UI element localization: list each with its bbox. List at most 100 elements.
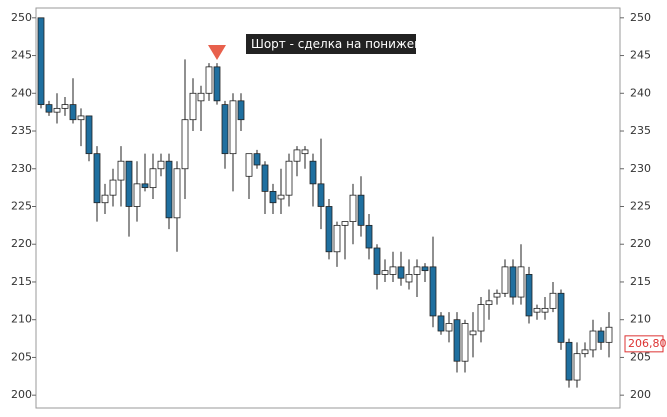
candle-body: [221, 104, 229, 155]
y2-tick-label: 200: [630, 388, 651, 401]
y-tick-label: 200: [11, 388, 32, 401]
candle-body: [261, 164, 269, 192]
candle-body: [485, 300, 493, 306]
candle-body: [237, 100, 245, 121]
candle-body: [453, 319, 461, 362]
candle-body: [157, 160, 165, 170]
candle-body: [333, 224, 341, 253]
candle-body: [541, 307, 549, 313]
candle-body: [205, 66, 213, 94]
candle-body: [461, 323, 469, 362]
candle-body: [589, 330, 597, 351]
y-tick-label: 205: [11, 350, 32, 363]
candle-body: [245, 153, 253, 177]
tooltip-text: Шорт - сделка на понижение: [251, 37, 437, 51]
candle-body: [517, 266, 525, 298]
candle-body: [149, 168, 157, 189]
candle-body: [373, 247, 381, 275]
candle-body: [445, 323, 453, 332]
y-tick-label: 210: [11, 313, 32, 326]
short-signal-marker: [208, 45, 226, 60]
candle-body: [253, 153, 261, 166]
candle-body: [317, 183, 325, 207]
candle-body: [421, 266, 429, 272]
candle-body: [117, 160, 125, 181]
candle-body: [325, 206, 333, 253]
y2-tick-label: 225: [630, 199, 651, 212]
candle-body: [509, 266, 517, 298]
y-tick-label: 240: [11, 86, 32, 99]
y2-tick-label: 220: [630, 237, 651, 250]
y-tick-label: 215: [11, 275, 32, 288]
candle-body: [573, 353, 581, 381]
candle-body: [389, 266, 397, 275]
candle-body: [125, 160, 133, 207]
candle-body: [501, 266, 509, 294]
candle-body: [309, 160, 317, 185]
candle-body: [477, 304, 485, 332]
last-price-box: [624, 335, 664, 353]
candle-body: [429, 266, 437, 317]
y2-tick-label: 210: [630, 313, 651, 326]
candle-body: [93, 153, 101, 204]
tooltip-box: [246, 34, 416, 54]
y2-tick-label: 235: [630, 124, 651, 137]
candle-body: [85, 115, 93, 155]
last-price-label: 206,80: [628, 337, 667, 350]
candle-body: [413, 266, 421, 275]
candle-body: [45, 104, 53, 113]
candle-body: [181, 119, 189, 170]
candle-body: [381, 270, 389, 275]
y2-tick-label: 240: [630, 86, 651, 99]
candle-body: [341, 221, 349, 226]
candle-body: [301, 149, 309, 155]
candle-body: [61, 104, 69, 109]
y-tick-label: 225: [11, 199, 32, 212]
y-tick-label: 220: [11, 237, 32, 250]
candle-body: [493, 292, 501, 298]
candle-body: [269, 190, 277, 204]
candle-body: [197, 92, 205, 102]
candle-body: [173, 168, 181, 219]
y-tick-label: 245: [11, 49, 32, 62]
candle-body: [77, 115, 85, 121]
candle-body: [189, 92, 197, 121]
candle-body: [605, 326, 613, 343]
candle-body: [357, 194, 365, 226]
candle-body: [549, 292, 557, 309]
candle-body: [533, 307, 541, 313]
y2-tick-label: 245: [630, 49, 651, 62]
candle-body: [213, 66, 221, 102]
candle-body: [141, 183, 149, 189]
y-tick-label: 230: [11, 162, 32, 175]
y-tick-label: 235: [11, 124, 32, 137]
y-tick-label: 250: [11, 11, 32, 24]
candle-body: [285, 160, 293, 196]
y2-tick-label: 250: [630, 11, 651, 24]
candle-body: [397, 266, 405, 279]
candle-body: [69, 104, 77, 121]
candle-body: [229, 100, 237, 155]
y2-tick-label: 230: [630, 162, 651, 175]
candle-body: [101, 194, 109, 204]
candle-body: [277, 194, 285, 200]
y2-tick-label: 205: [630, 350, 651, 363]
candle-body: [365, 224, 373, 249]
candle-body: [133, 183, 141, 207]
candle-body: [293, 149, 301, 162]
candle-body: [469, 330, 477, 336]
candle-body: [53, 107, 61, 113]
candle-body: [565, 341, 573, 381]
candle-body: [557, 292, 565, 343]
candle-body: [165, 160, 173, 219]
y2-tick-label: 215: [630, 275, 651, 288]
candle-body: [437, 315, 445, 332]
candle-body: [109, 179, 117, 196]
candle-body: [405, 274, 413, 283]
candle-body: [597, 330, 605, 343]
candle-body: [581, 349, 589, 355]
candle-body: [37, 17, 45, 106]
candle-body: [349, 194, 357, 222]
candle-body: [525, 274, 533, 317]
